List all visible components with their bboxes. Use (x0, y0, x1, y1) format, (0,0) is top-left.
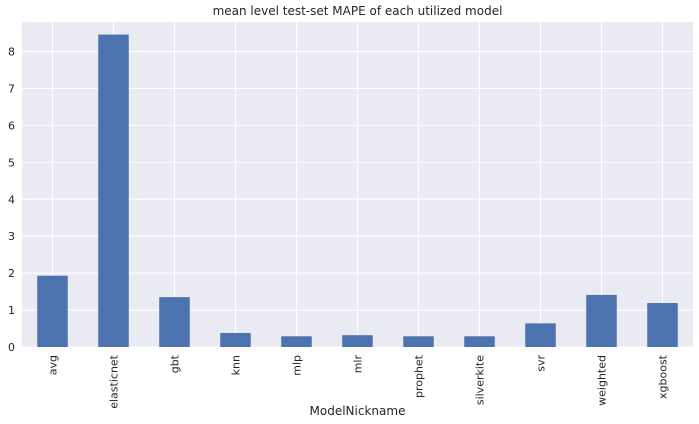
x-tick-label: gbt (169, 354, 182, 373)
chart-title: mean level test-set MAPE of each utilize… (213, 4, 503, 18)
bar-mlp (281, 336, 312, 347)
x-tick-label: svr (535, 355, 548, 372)
bar-xgboost (647, 303, 678, 347)
x-axis-label: ModelNickname (310, 404, 406, 418)
x-tick-label: mlp (291, 355, 304, 376)
y-tick-label: 1 (8, 304, 15, 317)
y-tick-label: 4 (8, 193, 15, 206)
x-tick-label: avg (47, 355, 60, 375)
y-tick-label: 8 (8, 46, 15, 59)
y-tick-label: 7 (8, 82, 15, 95)
bar-knn (220, 332, 251, 347)
bar-elasticnet (98, 34, 129, 347)
x-axis-ticks: avg elasticnet gbt knn mlp mlr prophet silverki… (47, 354, 670, 408)
x-tick-label: elasticnet (108, 354, 121, 408)
x-tick-label: prophet (413, 354, 426, 398)
bars (37, 34, 678, 347)
y-tick-label: 5 (8, 156, 15, 169)
y-tick-label: 0 (8, 341, 15, 354)
x-tick-label: weighted (596, 355, 609, 406)
bar-weighted (586, 294, 617, 347)
y-tick-label: 6 (8, 119, 15, 132)
bar-silverkite (464, 336, 495, 347)
x-tick-label: xgboost (657, 354, 670, 399)
y-tick-label: 2 (8, 267, 15, 280)
x-tick-label: mlr (352, 355, 365, 374)
bar-svr (525, 323, 556, 347)
bar-mlr (342, 335, 373, 347)
bar-gbt (159, 297, 190, 347)
bar-prophet (403, 336, 434, 347)
y-axis-ticks: 0 1 2 3 4 5 6 7 8 (8, 46, 15, 354)
y-tick-label: 3 (8, 230, 15, 243)
x-tick-label: silverkite (474, 355, 487, 405)
bar-avg (37, 275, 68, 347)
x-tick-label: knn (230, 355, 243, 375)
